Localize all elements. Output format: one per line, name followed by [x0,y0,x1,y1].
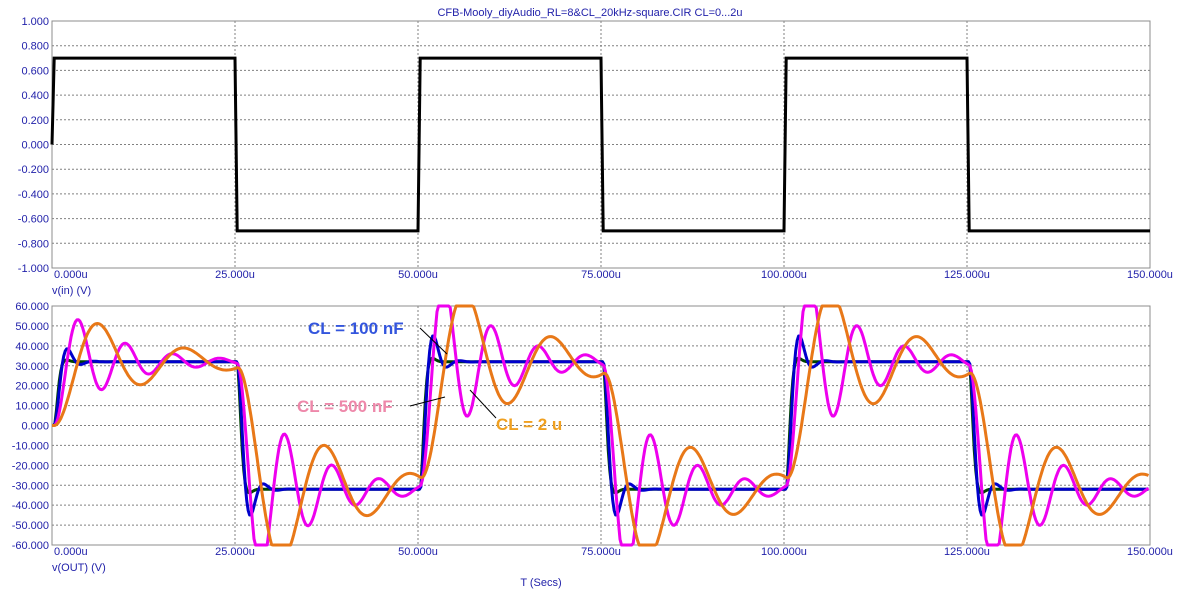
x-tick-label-vin: 125.000u [944,269,990,281]
annotation-cl-500nf: CL = 500 nF [297,397,393,416]
y-tick-label-vin: 0.400 [21,90,49,102]
input-voltage-panel: 0.000u 25.000u 50.000u 75.000u 100.000u 125.0… [18,16,1173,281]
y-tick-label-vout: -40.000 [12,500,49,512]
y-tick-label-vout: 20.000 [15,381,49,393]
series-line-vout-2 [52,304,1150,547]
y-tick-label-vin: 0.000 [21,140,49,152]
y-tick-label-vout: -30.000 [12,480,49,492]
y-tick-label-vin: 0.200 [21,115,49,127]
x-tick-label-vin: 50.000u [398,269,438,281]
x-tick-label-vout: 0.000u [54,546,88,558]
series-line-vout-3 [52,304,1150,547]
y-tick-label-vin: 0.800 [21,41,49,53]
y-tick-label-vin: -0.600 [18,214,49,226]
y-tick-label-vout: -20.000 [12,460,49,472]
y-tick-label-vout: 40.000 [15,341,49,353]
x-axis-label: T (Secs) [520,577,561,589]
y-axis-label-vout: v(OUT) (V) [52,562,106,574]
y-tick-label-vout: 30.000 [15,361,49,373]
y-tick-label-vin: -0.200 [18,164,49,176]
y-tick-label-vout: 50.000 [15,321,49,333]
x-tick-label-vout: 25.000u [215,546,255,558]
y-tick-label-vin: 1.000 [21,16,49,28]
x-tick-label-vout: 125.000u [944,546,990,558]
annotation-pointer-100nf [419,327,448,355]
x-tick-label-vin: 100.000u [761,269,807,281]
x-tick-label-vout: 75.000u [581,546,621,558]
x-tick-label-vin: 25.000u [215,269,255,281]
annotation-cl-100nf: CL = 100 nF [308,319,404,338]
y-tick-label-vin: 0.600 [21,65,49,77]
y-tick-label-vout: 10.000 [15,401,49,413]
annotation-cl-2u: CL = 2 u [496,415,562,434]
y-tick-label-vout: -50.000 [12,520,49,532]
output-voltage-panel: 0.000u 25.000u 50.000u 75.000u 100.000u 125.0… [12,301,1173,558]
annotation-pointer-500nf [409,396,446,407]
x-tick-label-vout: 150.000u [1127,546,1173,558]
y-axis-label-vin: v(in) (V) [52,285,91,297]
y-tick-label-vin: -1.000 [18,263,49,275]
chart-title: CFB-Mooly_diyAudio_RL=8&CL_20kHz-square.… [437,7,742,19]
x-tick-label-vin: 0.000u [54,269,88,281]
x-tick-label-vin: 75.000u [581,269,621,281]
y-tick-label-vout: -10.000 [12,440,49,452]
y-tick-label-vin: -0.800 [18,238,49,250]
y-tick-label-vout: -60.000 [12,540,49,552]
x-tick-label-vin: 150.000u [1127,269,1173,281]
series-line-vin [50,56,1150,233]
y-tick-label-vin: -0.400 [18,189,49,201]
annotation-pointer-2u [469,389,497,419]
y-tick-label-vout: 0.000 [21,421,49,433]
x-tick-label-vout: 50.000u [398,546,438,558]
x-tick-label-vout: 100.000u [761,546,807,558]
y-tick-label-vout: 60.000 [15,301,49,313]
